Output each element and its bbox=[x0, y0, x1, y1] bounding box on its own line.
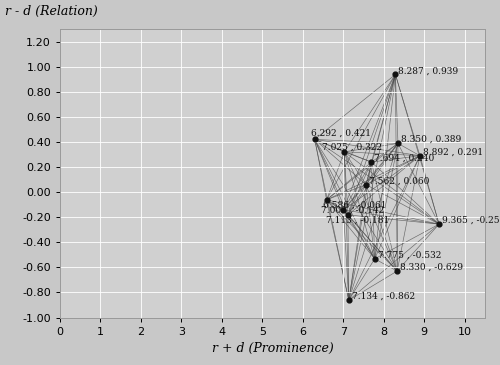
Point bbox=[344, 212, 352, 218]
Text: 7.134 , -0.862: 7.134 , -0.862 bbox=[352, 292, 414, 301]
Text: 8.350 , 0.389: 8.350 , 0.389 bbox=[401, 135, 461, 144]
Point bbox=[416, 153, 424, 159]
Text: 8.330 , -0.629: 8.330 , -0.629 bbox=[400, 263, 463, 272]
Text: 8.892 , 0.291: 8.892 , 0.291 bbox=[422, 147, 483, 157]
Text: 7.001 , -0.142: 7.001 , -0.142 bbox=[321, 205, 384, 215]
Point bbox=[340, 207, 347, 213]
Point bbox=[345, 297, 353, 303]
Point bbox=[393, 268, 401, 274]
Text: r - d (Relation): r - d (Relation) bbox=[5, 5, 98, 18]
Point bbox=[310, 137, 318, 142]
X-axis label: r + d (Prominence): r + d (Prominence) bbox=[212, 342, 334, 355]
Point bbox=[368, 159, 376, 165]
Text: 7.562 , 0.060: 7.562 , 0.060 bbox=[369, 176, 430, 185]
Point bbox=[340, 149, 348, 155]
Point bbox=[322, 197, 330, 203]
Point bbox=[362, 182, 370, 188]
Text: 9.365 , -0.255: 9.365 , -0.255 bbox=[442, 216, 500, 225]
Text: 8.287 , 0.939: 8.287 , 0.939 bbox=[398, 66, 458, 75]
Text: 7.113 , -0.181: 7.113 , -0.181 bbox=[326, 215, 389, 224]
Point bbox=[392, 72, 400, 77]
Text: 7.775 , -0.532: 7.775 , -0.532 bbox=[378, 251, 441, 260]
Text: 6.586 , -0.061: 6.586 , -0.061 bbox=[322, 200, 386, 210]
Text: 7.025 , 0.322: 7.025 , 0.322 bbox=[322, 142, 382, 151]
Point bbox=[435, 221, 443, 227]
Point bbox=[394, 141, 402, 146]
Text: 7.694 , 0.240: 7.694 , 0.240 bbox=[374, 154, 434, 163]
Text: 6.292 , 0.421: 6.292 , 0.421 bbox=[312, 128, 372, 138]
Point bbox=[370, 256, 378, 262]
